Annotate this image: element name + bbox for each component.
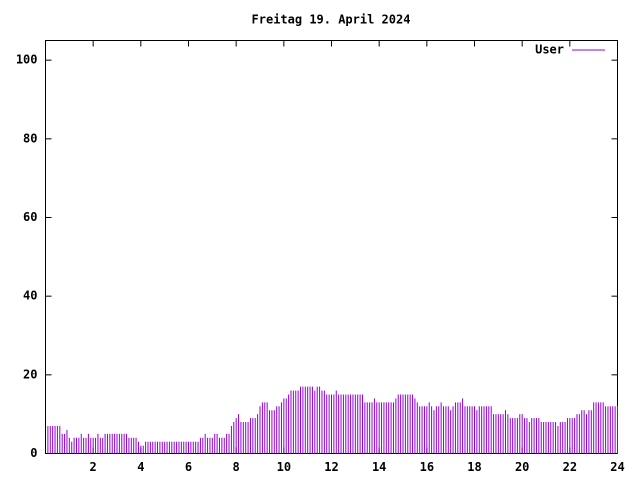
- y-tick-label: 80: [23, 131, 37, 145]
- y-tick-label: 0: [30, 446, 37, 460]
- y-tick-label: 40: [23, 289, 37, 303]
- x-tick-label: 14: [372, 460, 386, 474]
- x-tick-label: 12: [324, 460, 338, 474]
- x-tick-label: 6: [185, 460, 192, 474]
- x-tick-label: 24: [610, 460, 624, 474]
- x-tick-label: 8: [233, 460, 240, 474]
- x-tick-label: 2: [90, 460, 97, 474]
- y-tick-label: 20: [23, 367, 37, 381]
- x-tick-label: 4: [137, 460, 144, 474]
- x-tick-label: 20: [515, 460, 529, 474]
- legend-label: User: [535, 43, 564, 57]
- y-tick-label: 60: [23, 210, 37, 224]
- x-tick-label: 22: [563, 460, 577, 474]
- x-tick-label: 16: [420, 460, 434, 474]
- y-tick-label: 100: [16, 53, 38, 67]
- chart-title: Freitag 19. April 2024: [252, 13, 411, 27]
- x-tick-label: 18: [467, 460, 481, 474]
- x-tick-label: 10: [277, 460, 291, 474]
